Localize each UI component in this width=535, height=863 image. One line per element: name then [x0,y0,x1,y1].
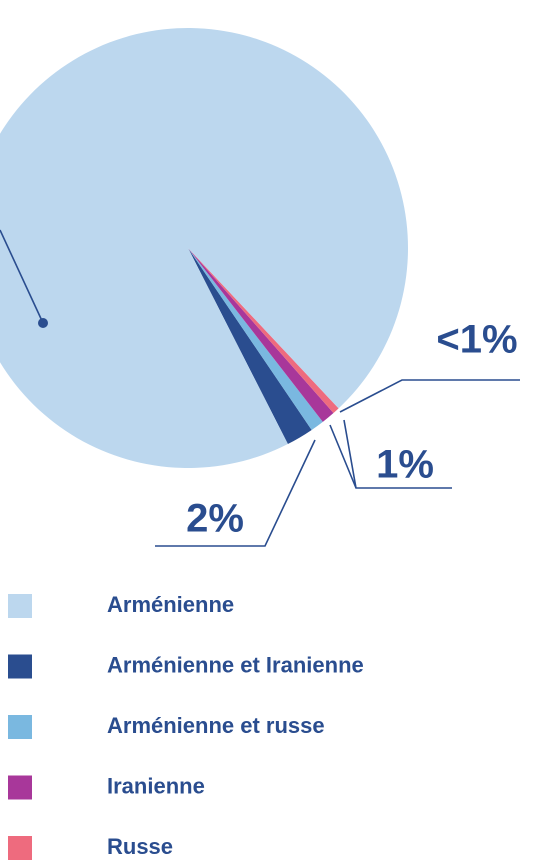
leader-dot [38,318,48,328]
legend-label: Arménienne [107,592,234,617]
legend-swatch [8,715,32,739]
leader-line [343,419,357,489]
legend-label: Arménienne et russe [107,713,325,738]
legend-label: Arménienne et Iranienne [107,652,364,677]
data-label: <1% [436,318,517,362]
legend-swatch [8,836,32,860]
pie-slice [0,28,408,468]
pie-slice [188,248,323,430]
pie-slice [188,248,312,445]
data-label: 1% [376,443,434,487]
leader-line [339,379,520,413]
legend-label: Russe [107,834,173,859]
pie-slice [188,248,339,414]
legend-swatch [8,594,32,618]
data-label: 2% [186,497,244,541]
legend-swatch [8,775,32,800]
legend-swatch [8,654,32,679]
leader-line [155,439,316,547]
pie-slice [188,248,334,422]
legend-label: Iranienne [107,773,205,798]
leader-line [0,229,44,324]
leader-lines [0,229,520,547]
